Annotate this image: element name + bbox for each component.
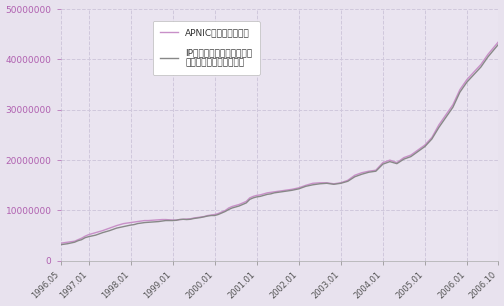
IPアドレス管理指定事業者
（旧会員）への割り振り bbox=[72, 241, 78, 244]
IPアドレス管理指定事業者
（旧会員）への割り振り bbox=[495, 43, 501, 46]
IPアドレス管理指定事業者
（旧会員）への割り振り bbox=[57, 243, 64, 247]
APNICからの割り振り bbox=[173, 218, 179, 222]
APNICからの割り振り bbox=[236, 203, 242, 206]
IPアドレス管理指定事業者
（旧会員）への割り振り bbox=[264, 192, 270, 196]
APNICからの割り振り bbox=[57, 241, 64, 245]
IPアドレス管理指定事業者
（旧会員）への割り振り bbox=[450, 105, 456, 109]
Legend: APNICからの割り振り, IPアドレス管理指定事業者
（旧会員）への割り振り: APNICからの割り振り, IPアドレス管理指定事業者 （旧会員）への割り振り bbox=[153, 21, 260, 75]
APNICからの割り振り bbox=[170, 218, 176, 222]
IPアドレス管理指定事業者
（旧会員）への割り振り bbox=[170, 219, 176, 222]
APNICからの割り振り bbox=[72, 239, 78, 243]
Line: IPアドレス管理指定事業者
（旧会員）への割り振り: IPアドレス管理指定事業者 （旧会員）への割り振り bbox=[60, 44, 498, 245]
APNICからの割り振り bbox=[264, 191, 270, 195]
IPアドレス管理指定事業者
（旧会員）への割り振り bbox=[173, 218, 179, 222]
APNICからの割り振り bbox=[495, 40, 501, 44]
APNICからの割り振り bbox=[450, 103, 456, 106]
Line: APNICからの割り振り: APNICからの割り振り bbox=[60, 42, 498, 243]
IPアドレス管理指定事業者
（旧会員）への割り振り bbox=[236, 204, 242, 208]
